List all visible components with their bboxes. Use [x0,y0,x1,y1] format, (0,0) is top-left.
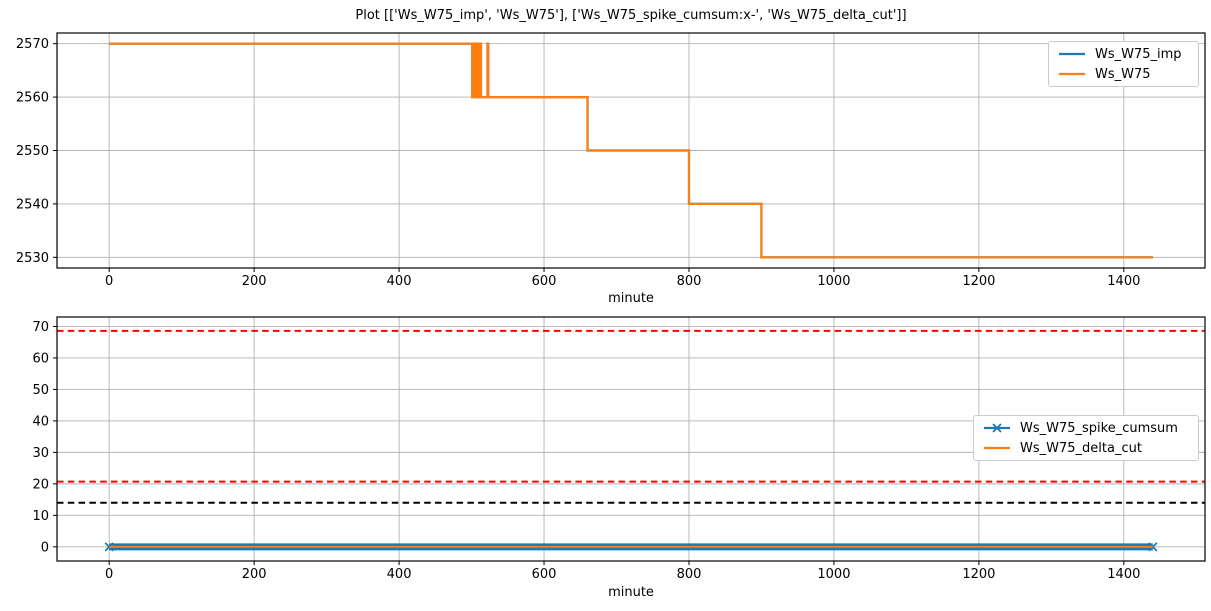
svg-text:400: 400 [387,567,412,582]
svg-text:1000: 1000 [817,274,850,289]
legend-entry: Ws_W75_spike_cumsum [983,420,1189,436]
svg-text:2570: 2570 [16,37,49,52]
legend-label: Ws_W75_delta_cut [1020,440,1142,456]
legend-label: Ws_W75 [1095,66,1151,82]
svg-text:30: 30 [32,446,49,461]
legend-bottom: Ws_W75_spike_cumsum Ws_W75_delta_cut [973,415,1199,461]
legend-top: Ws_W75_imp Ws_W75 [1048,41,1199,87]
svg-text:2540: 2540 [16,197,49,212]
svg-text:1400: 1400 [1107,567,1140,582]
legend-entry: Ws_W75_delta_cut [983,440,1189,456]
svg-text:0: 0 [105,274,113,289]
svg-text:60: 60 [32,351,49,366]
svg-text:200: 200 [242,567,267,582]
svg-text:1400: 1400 [1107,274,1140,289]
svg-text:2530: 2530 [16,251,49,266]
svg-text:600: 600 [532,567,557,582]
legend-entry: Ws_W75_imp [1058,46,1189,62]
svg-text:1200: 1200 [962,274,995,289]
bottom-xlabel: minute [608,585,654,600]
svg-text:800: 800 [677,274,702,289]
legend-label: Ws_W75_imp [1095,46,1182,62]
svg-text:0: 0 [41,540,49,555]
svg-text:2560: 2560 [16,91,49,106]
svg-text:70: 70 [32,320,49,335]
svg-text:800: 800 [677,567,702,582]
svg-text:1000: 1000 [817,567,850,582]
line-sample-icon [1059,52,1085,56]
line-x-marker-sample-icon [984,423,1010,433]
top-xlabel: minute [608,291,654,306]
legend-label: Ws_W75_spike_cumsum [1020,420,1178,436]
line-sample-icon [984,446,1010,450]
figure-title: Plot [['Ws_W75_imp', 'Ws_W75'], ['Ws_W75… [355,8,907,23]
svg-text:50: 50 [32,383,49,398]
svg-text:0: 0 [105,567,113,582]
svg-text:20: 20 [32,477,49,492]
svg-text:1200: 1200 [962,567,995,582]
line-sample-icon [1059,72,1085,76]
svg-text:40: 40 [32,414,49,429]
svg-text:10: 10 [32,509,49,524]
svg-text:400: 400 [387,274,412,289]
svg-text:2550: 2550 [16,144,49,159]
svg-text:200: 200 [242,274,267,289]
legend-entry: Ws_W75 [1058,66,1189,82]
svg-text:600: 600 [532,274,557,289]
